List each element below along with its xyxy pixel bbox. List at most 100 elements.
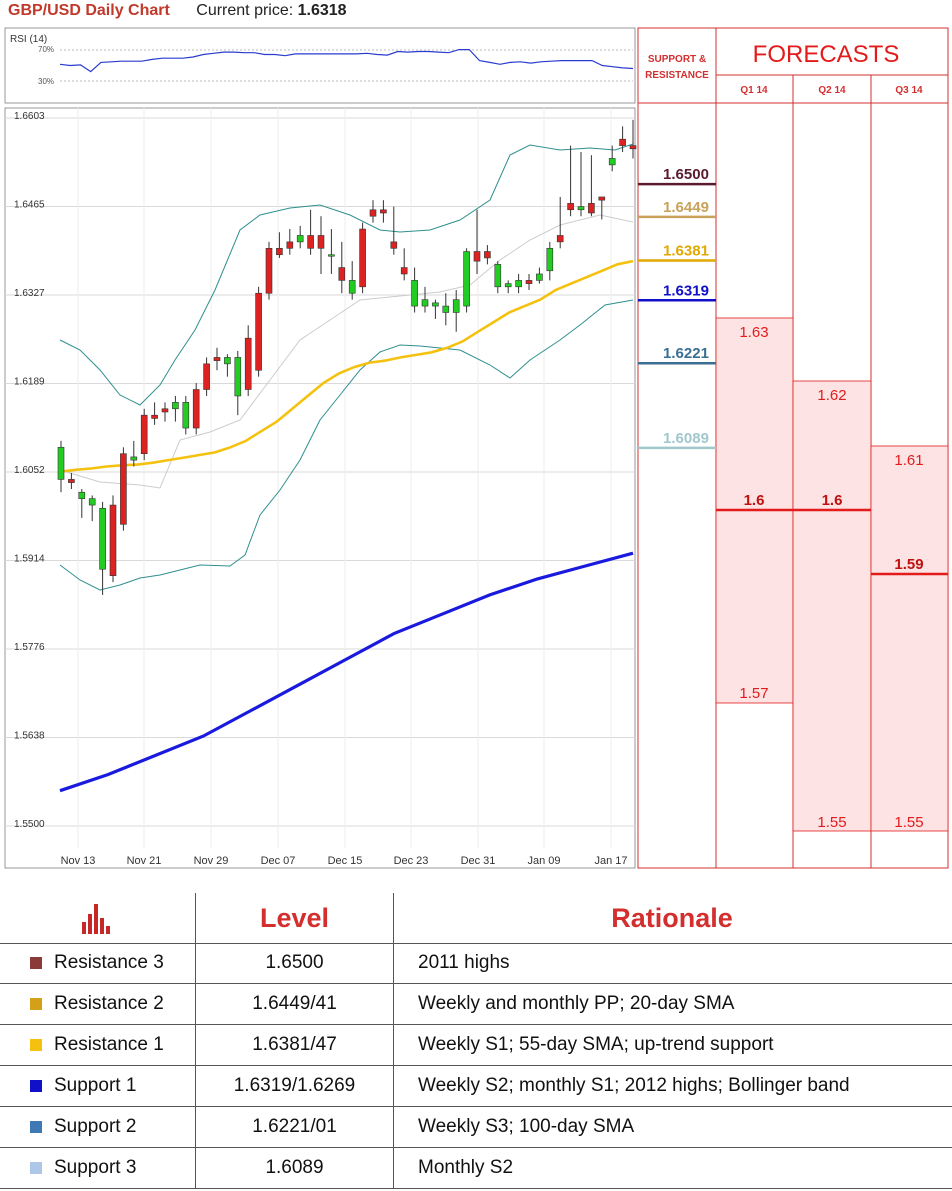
- legend-swatch: [30, 1080, 42, 1092]
- row-rationale-cell: Monthly S2: [394, 1148, 950, 1188]
- candle-body: [494, 264, 502, 288]
- x-tick-label: Nov 13: [61, 855, 96, 867]
- rsi-line: [59, 48, 634, 73]
- candle-body: [432, 302, 439, 307]
- rsi-panel: [4, 27, 636, 104]
- rsi-tick-70: 70%: [38, 45, 54, 54]
- candle-body: [182, 402, 190, 429]
- table-row: Support 2 1.6221/01 Weekly S3; 100-day SMA: [0, 1107, 952, 1148]
- row-level: 1.6449/41: [196, 984, 394, 1024]
- row-rationale-cell: Weekly S3; 100-day SMA: [394, 1107, 950, 1147]
- sr-levels: 1.6500 1.6449 1.6381 1.6319 1.6221 1.6089: [638, 166, 716, 450]
- candle-body: [172, 402, 179, 410]
- table-row: Resistance 3 1.6500 2011 highs: [0, 943, 952, 984]
- sr-level-label: 1.6319: [663, 282, 709, 299]
- sr-level-label: 1.6449: [663, 199, 709, 216]
- candle-body: [88, 498, 96, 506]
- row-name: Support 2: [54, 1116, 137, 1137]
- candle-body: [203, 363, 210, 390]
- sr-header-1: SUPPORT &: [648, 54, 706, 65]
- q2-mid: 1.6: [822, 492, 843, 509]
- row-name-cell: Support 2: [0, 1107, 196, 1147]
- candle-body: [536, 273, 543, 281]
- row-name-cell: Resistance 2: [0, 984, 196, 1024]
- candle-body: [567, 203, 574, 211]
- rationale-header: Rationale: [611, 902, 733, 933]
- legend-swatch: [30, 1039, 42, 1051]
- row-level: 1.6221/01: [196, 1107, 394, 1147]
- q2-range: [792, 380, 872, 832]
- q3-range: [870, 445, 949, 832]
- table-header-row: Level Rationale: [0, 893, 952, 944]
- price-label: Current price:: [196, 2, 294, 19]
- candle-body: [484, 251, 491, 259]
- x-tick-label: Jan 09: [527, 855, 560, 867]
- row-rationale: 2011 highs: [418, 952, 510, 973]
- table-logo-cell: [0, 893, 196, 943]
- q2-low: 1.55: [817, 814, 846, 831]
- row-name-cell: Support 1: [0, 1066, 196, 1106]
- q3-mid: 1.59: [894, 556, 923, 573]
- bollinger-upper: [59, 143, 634, 406]
- candle-body: [151, 414, 158, 419]
- candle-body: [307, 235, 314, 249]
- candle-body: [265, 248, 273, 294]
- candle-body: [369, 209, 377, 217]
- candle-body: [588, 203, 595, 214]
- row-level: 1.6381/47: [196, 1025, 394, 1065]
- row-name: Support 3: [54, 1157, 137, 1178]
- y-tick-label: 1.6465: [14, 200, 45, 211]
- candle-body: [556, 235, 564, 243]
- row-name-cell: Support 3: [0, 1148, 196, 1188]
- rsi-tick-30: 30%: [38, 77, 54, 86]
- row-name-cell: Resistance 1: [0, 1025, 196, 1065]
- candle-body: [390, 241, 398, 249]
- y-tick-label: 1.5638: [14, 731, 45, 742]
- candle-body: [452, 299, 460, 313]
- row-rationale-cell: Weekly and monthly PP; 20-day SMA: [394, 984, 950, 1024]
- candle-body: [348, 280, 356, 294]
- legend-swatch: [30, 998, 42, 1010]
- x-tick-label: Dec 07: [261, 855, 296, 867]
- x-tick-label: Dec 23: [394, 855, 429, 867]
- row-name: Resistance 1: [54, 1034, 164, 1055]
- legend-swatch: [30, 957, 42, 969]
- candle-body: [473, 251, 481, 262]
- row-name-cell: Resistance 3: [0, 943, 196, 983]
- chart-title: GBP/USD Daily Chart: [8, 2, 170, 19]
- candle-body: [442, 305, 450, 313]
- level-header: Level: [196, 893, 394, 943]
- row-rationale: Weekly S2; monthly S1; 2012 highs; Bolli…: [418, 1075, 850, 1096]
- candle-body: [109, 504, 117, 576]
- x-tick-label: Jan 17: [594, 855, 627, 867]
- row-level: 1.6500: [196, 943, 394, 983]
- sr-header-2: RESISTANCE: [645, 70, 709, 81]
- x-axis: Nov 13 Nov 21 Nov 29 Dec 07 Dec 15 Dec 23 Dec …: [61, 108, 628, 867]
- candle-body: [296, 235, 304, 243]
- y-tick-label: 1.6052: [14, 465, 45, 476]
- sr-level-label: 1.6221: [663, 345, 709, 362]
- candles: [57, 119, 637, 595]
- q3-header: Q3 14: [895, 85, 923, 96]
- row-level: 1.6089: [196, 1148, 394, 1188]
- price-value: 1.6318: [297, 2, 347, 19]
- candle-body: [400, 267, 408, 275]
- candle-body: [68, 479, 75, 483]
- candle-body: [608, 158, 616, 166]
- q2-high: 1.62: [817, 387, 846, 404]
- y-tick-label: 1.5776: [14, 642, 45, 653]
- candle-body: [234, 357, 242, 397]
- candle-body: [57, 446, 65, 480]
- row-name: Resistance 2: [54, 993, 164, 1014]
- row-rationale-cell: Weekly S1; 55-day SMA; up-trend support: [394, 1025, 950, 1065]
- candle-body: [286, 241, 294, 249]
- candle-body: [224, 357, 231, 365]
- candle-body: [140, 414, 148, 455]
- x-tick-label: Dec 15: [328, 855, 363, 867]
- price-panel: [4, 107, 636, 869]
- bollinger-mid: [59, 214, 634, 489]
- candle-body: [130, 456, 138, 461]
- candle-body: [276, 248, 283, 256]
- x-tick-label: Nov 21: [127, 855, 162, 867]
- candle-body: [411, 280, 418, 307]
